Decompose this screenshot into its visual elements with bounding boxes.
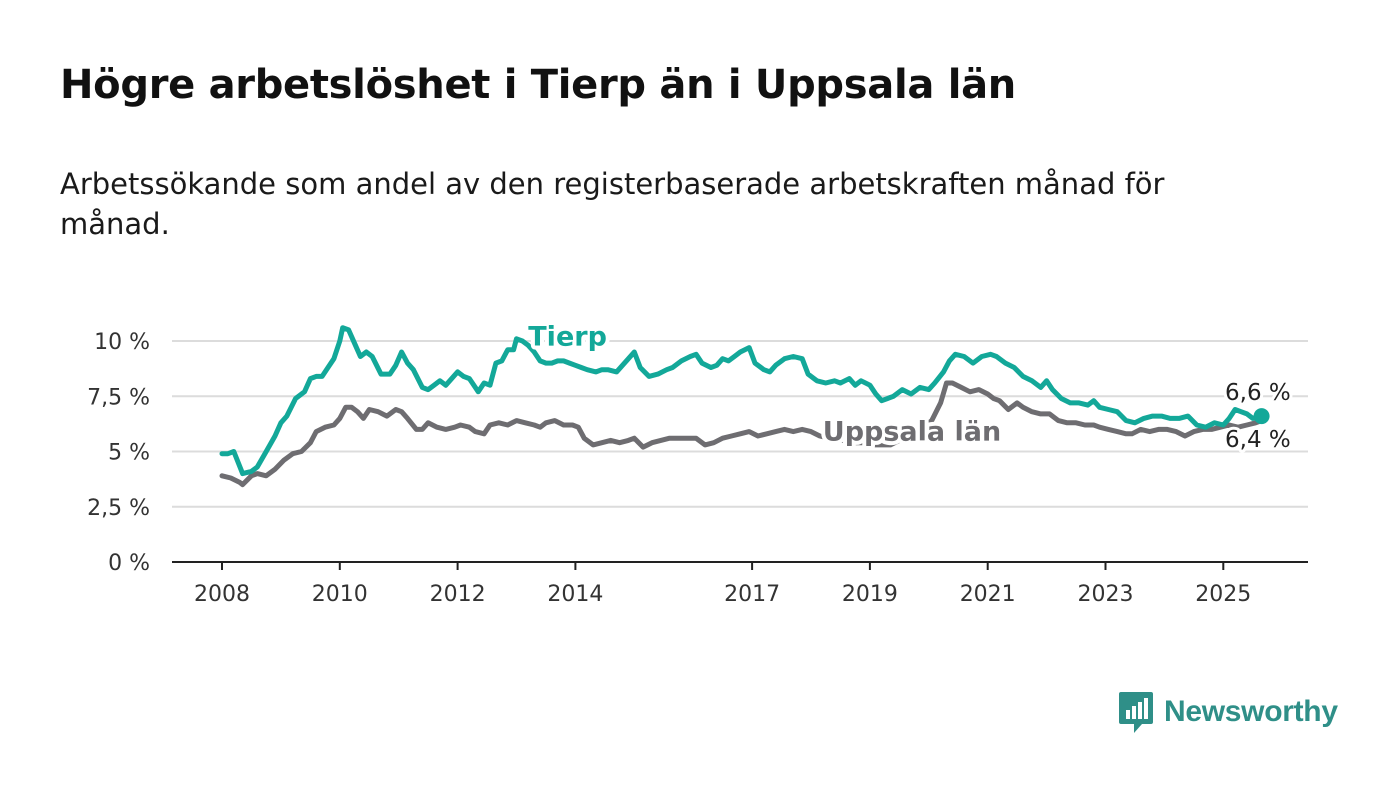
- chart-subtitle: Arbetssökande som andel av den registerb…: [60, 167, 1165, 241]
- y-tick-label: 0 %: [108, 551, 150, 576]
- chart-title: Högre arbetslöshet i Tierp än i Uppsala …: [60, 62, 1016, 108]
- x-tick-label: 2021: [960, 582, 1016, 607]
- logo-text: Newsworthy: [1164, 695, 1338, 728]
- newsworthy-logo: Newsworthy: [1118, 690, 1338, 734]
- x-tick-label: 2017: [724, 582, 780, 607]
- x-axis-ticks: 2008 2010 2012 2014 2017 2019 2021 2023 2025: [194, 562, 1251, 607]
- x-tick-label: 2019: [842, 582, 898, 607]
- x-tick-label: 2010: [312, 582, 368, 607]
- tierp-series-line: [219, 325, 1265, 477]
- y-tick-label: 10 %: [94, 330, 150, 355]
- chart-bubble-icon: [1119, 692, 1153, 733]
- x-tick-label: 2014: [547, 582, 603, 607]
- uppsala-series-line: [219, 380, 1265, 488]
- y-tick-label: 5 %: [108, 441, 150, 466]
- y-tick-label: 7,5 %: [87, 385, 150, 410]
- x-tick-label: 2023: [1078, 582, 1134, 607]
- tierp-end-marker: [1253, 408, 1270, 425]
- y-axis-ticks: 0 % 2,5 % 5 % 7,5 % 10 %: [87, 330, 150, 576]
- series-labels: Tierp Uppsala län 6,6 % 6,4 %: [524, 317, 1293, 456]
- uppsala-end-label: 6,4 %: [1225, 427, 1291, 453]
- tierp-end-label: 6,6 %: [1225, 380, 1291, 406]
- y-tick-label: 2,5 %: [87, 496, 150, 521]
- grid-lines: [172, 340, 1308, 563]
- uppsala-series-label: Uppsala län: [823, 416, 1001, 447]
- series-lines: [219, 325, 1270, 488]
- tierp-series-label: Tierp: [528, 321, 607, 352]
- x-tick-label: 2008: [194, 582, 250, 607]
- x-tick-label: 2012: [430, 582, 486, 607]
- x-tick-label: 2025: [1195, 582, 1251, 607]
